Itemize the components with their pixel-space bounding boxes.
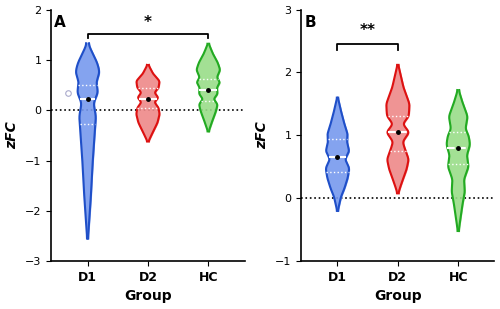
Text: B: B: [304, 15, 316, 30]
Text: A: A: [54, 15, 66, 30]
Y-axis label: zFC: zFC: [6, 121, 20, 149]
Y-axis label: zFC: zFC: [256, 121, 270, 149]
X-axis label: Group: Group: [124, 290, 172, 303]
Text: **: **: [360, 23, 376, 38]
Text: *: *: [144, 15, 152, 30]
X-axis label: Group: Group: [374, 290, 422, 303]
